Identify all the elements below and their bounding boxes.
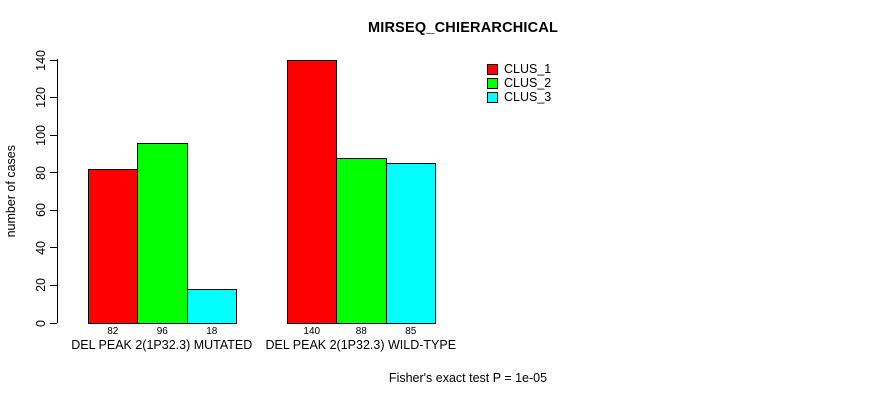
bar-clus_3-group2 xyxy=(385,163,436,324)
legend-label: CLUS_3 xyxy=(504,90,552,104)
bar-value-label: 18 xyxy=(206,325,218,337)
y-axis-tick-label: 140 xyxy=(34,49,48,71)
bar-clus_2-group1 xyxy=(137,142,188,324)
legend-label: CLUS_1 xyxy=(504,62,552,76)
legend-swatch xyxy=(487,77,498,89)
category-label: DEL PEAK 2(1P32.3) WILD-TYPE xyxy=(265,337,457,352)
y-axis-tick-label: 40 xyxy=(34,240,48,255)
y-axis-tick-label: 20 xyxy=(34,278,48,293)
y-axis-tick-label: 80 xyxy=(34,165,48,180)
bar-clus_2-group2 xyxy=(336,157,387,324)
bar-clus_1-group2 xyxy=(286,60,337,324)
y-axis-tick-label: 100 xyxy=(34,124,48,146)
y-axis-tick xyxy=(50,284,57,286)
y-axis-tick-label: 120 xyxy=(34,87,48,108)
legend-item: CLUS_3 xyxy=(487,91,551,103)
bar-value-label: 82 xyxy=(107,325,119,337)
chart-title: MIRSEQ_CHIERARCHICAL xyxy=(367,20,559,36)
legend-label: CLUS_2 xyxy=(504,76,552,90)
y-axis-tick xyxy=(50,172,57,174)
legend-item: CLUS_1 xyxy=(487,63,551,75)
y-axis-tick xyxy=(50,97,57,99)
y-axis-tick-label: 0 xyxy=(34,319,48,327)
y-axis-tick-label: 60 xyxy=(34,203,48,218)
y-axis-line xyxy=(57,59,58,323)
y-axis-tick xyxy=(50,247,57,249)
legend: CLUS_1 CLUS_2 CLUS_3 xyxy=(487,63,551,105)
y-axis-tick-label-box: 140 xyxy=(22,32,48,88)
bar-value-label: 88 xyxy=(355,325,367,337)
y-axis-tick xyxy=(50,209,57,211)
legend-swatch xyxy=(487,91,498,103)
category-label: DEL PEAK 2(1P32.3) MUTATED xyxy=(71,337,253,352)
y-axis-tick xyxy=(50,59,57,61)
bar-value-label: 85 xyxy=(405,325,417,337)
bar-clus_3-group1 xyxy=(186,289,237,324)
y-axis-tick xyxy=(50,322,57,324)
bar-clus_1-group1 xyxy=(87,168,138,324)
bar-value-label: 140 xyxy=(303,325,321,337)
legend-swatch xyxy=(487,63,498,75)
footer-note: Fisher's exact test P = 1e-05 xyxy=(388,371,548,385)
y-axis-tick xyxy=(50,134,57,136)
bar-value-label: 96 xyxy=(156,325,168,337)
legend-item: CLUS_2 xyxy=(487,77,551,89)
